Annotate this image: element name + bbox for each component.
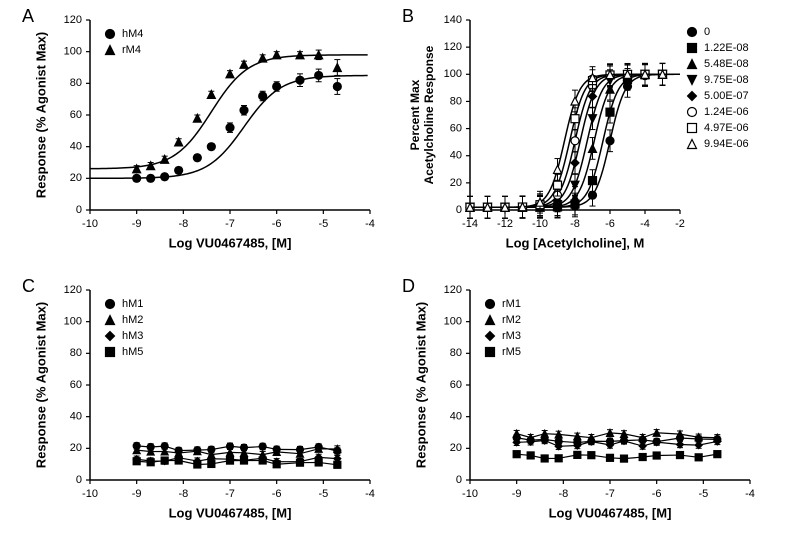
svg-text:120: 120 (444, 41, 462, 53)
svg-text:-8: -8 (558, 488, 568, 500)
svg-text:60: 60 (70, 109, 82, 121)
svg-text:5.00E-07: 5.00E-07 (704, 90, 749, 102)
svg-text:Log VU0467485, [M]: Log VU0467485, [M] (169, 505, 292, 520)
svg-text:60: 60 (70, 379, 82, 391)
svg-text:100: 100 (64, 316, 82, 328)
svg-text:rM4: rM4 (122, 44, 141, 56)
svg-text:-5: -5 (318, 488, 328, 500)
svg-text:-10: -10 (462, 488, 478, 500)
svg-text:-5: -5 (698, 488, 708, 500)
chart-c: 0 20 40 60 80 100 120 -10 -9 -8 -7 -6 -5 -4 Log VU0467… (20, 280, 380, 530)
svg-text:rM2: rM2 (502, 314, 521, 326)
svg-text:80: 80 (70, 347, 82, 359)
svg-text:-7: -7 (225, 218, 235, 230)
svg-text:hM5: hM5 (122, 346, 143, 358)
svg-text:120: 120 (444, 284, 462, 296)
svg-text:Response (% Agonist Max): Response (% Agonist Max) (33, 302, 48, 468)
panel-c: 0 20 40 60 80 100 120 -10 -9 -8 -7 -6 -5 -4 Log VU0467… (20, 280, 380, 530)
svg-text:-9: -9 (132, 218, 142, 230)
svg-text:rM3: rM3 (502, 330, 521, 342)
svg-text:100: 100 (444, 68, 462, 80)
svg-text:5.48E-08: 5.48E-08 (704, 58, 749, 70)
chart-d: 0 20 40 60 80 100 120 -10 -9 -8 -7 -6 -5 -4 Log VU0467… (400, 280, 760, 530)
svg-text:0: 0 (456, 474, 462, 486)
svg-text:1.24E-06: 1.24E-06 (704, 106, 749, 118)
svg-text:100: 100 (444, 316, 462, 328)
svg-text:-8: -8 (570, 218, 580, 230)
svg-text:-8: -8 (178, 218, 188, 230)
svg-text:0: 0 (456, 204, 462, 216)
svg-text:rM5: rM5 (502, 346, 521, 358)
svg-text:-6: -6 (272, 218, 282, 230)
svg-text:-12: -12 (497, 218, 513, 230)
svg-text:-9: -9 (512, 488, 522, 500)
svg-text:Percent Max: Percent Max (408, 79, 422, 150)
svg-text:80: 80 (450, 95, 462, 107)
svg-text:40: 40 (70, 411, 82, 423)
svg-text:100: 100 (64, 46, 82, 58)
svg-text:-7: -7 (225, 488, 235, 500)
svg-text:-9: -9 (132, 488, 142, 500)
svg-text:Acetylcholine Response: Acetylcholine Response (422, 45, 436, 184)
svg-text:0: 0 (76, 474, 82, 486)
svg-text:-4: -4 (365, 218, 375, 230)
svg-text:Response (% Agonist Max): Response (% Agonist Max) (33, 32, 48, 198)
svg-text:120: 120 (64, 14, 82, 26)
svg-text:-2: -2 (675, 218, 685, 230)
svg-text:rM1: rM1 (502, 298, 521, 310)
svg-text:-6: -6 (605, 218, 615, 230)
svg-text:40: 40 (450, 411, 462, 423)
svg-text:4.97E-06: 4.97E-06 (704, 122, 749, 134)
svg-text:140: 140 (444, 14, 462, 26)
svg-text:60: 60 (450, 379, 462, 391)
svg-text:-6: -6 (652, 488, 662, 500)
svg-text:hM1: hM1 (122, 298, 143, 310)
svg-text:20: 20 (450, 177, 462, 189)
svg-text:0: 0 (704, 26, 710, 38)
svg-text:-8: -8 (178, 488, 188, 500)
svg-text:Log VU0467485, [M]: Log VU0467485, [M] (549, 505, 672, 520)
svg-text:40: 40 (450, 150, 462, 162)
svg-text:80: 80 (70, 77, 82, 89)
svg-text:-4: -4 (640, 218, 650, 230)
svg-text:40: 40 (70, 141, 82, 153)
panel-a: 0 20 40 60 80 100 120 -10 -9 -8 -7 -6 -5 -4 Log VU0467… (20, 10, 380, 260)
svg-text:60: 60 (450, 122, 462, 134)
svg-text:-10: -10 (82, 488, 98, 500)
svg-text:-7: -7 (605, 488, 615, 500)
chart-a: 0 20 40 60 80 100 120 -10 -9 -8 -7 -6 -5 -4 Log VU0467… (20, 10, 380, 260)
svg-text:-10: -10 (532, 218, 548, 230)
svg-text:20: 20 (70, 442, 82, 454)
svg-text:hM3: hM3 (122, 330, 143, 342)
chart-b: 0 20 40 60 80 100 120 140 -14 -12 -10 -8 -6 -4 -2 Log [… (400, 10, 790, 260)
svg-text:Log VU0467485, [M]: Log VU0467485, [M] (169, 235, 292, 250)
svg-text:hM2: hM2 (122, 314, 143, 326)
svg-text:20: 20 (450, 442, 462, 454)
svg-text:1.22E-08: 1.22E-08 (704, 42, 749, 54)
svg-text:0: 0 (76, 204, 82, 216)
svg-text:-10: -10 (82, 218, 98, 230)
svg-text:-4: -4 (745, 488, 755, 500)
svg-text:120: 120 (64, 284, 82, 296)
svg-text:80: 80 (450, 347, 462, 359)
svg-text:-6: -6 (272, 488, 282, 500)
svg-text:9.94E-06: 9.94E-06 (704, 138, 749, 150)
svg-text:-5: -5 (318, 218, 328, 230)
svg-text:9.75E-08: 9.75E-08 (704, 74, 749, 86)
svg-text:20: 20 (70, 172, 82, 184)
svg-text:hM4: hM4 (122, 28, 143, 40)
svg-text:-14: -14 (462, 218, 478, 230)
figure: A B C D 020406080100120-10-9-8-7-6-5-4Lo… (0, 0, 800, 545)
panel-b: 0 20 40 60 80 100 120 140 -14 -12 -10 -8 -6 -4 -2 Log [… (400, 10, 790, 260)
svg-text:Log [Acetylcholine], M: Log [Acetylcholine], M (506, 235, 645, 250)
svg-text:-4: -4 (365, 488, 375, 500)
panel-d: 0 20 40 60 80 100 120 -10 -9 -8 -7 -6 -5 -4 Log VU0467… (400, 280, 760, 530)
svg-text:Response (% Agonist Max): Response (% Agonist Max) (413, 302, 428, 468)
